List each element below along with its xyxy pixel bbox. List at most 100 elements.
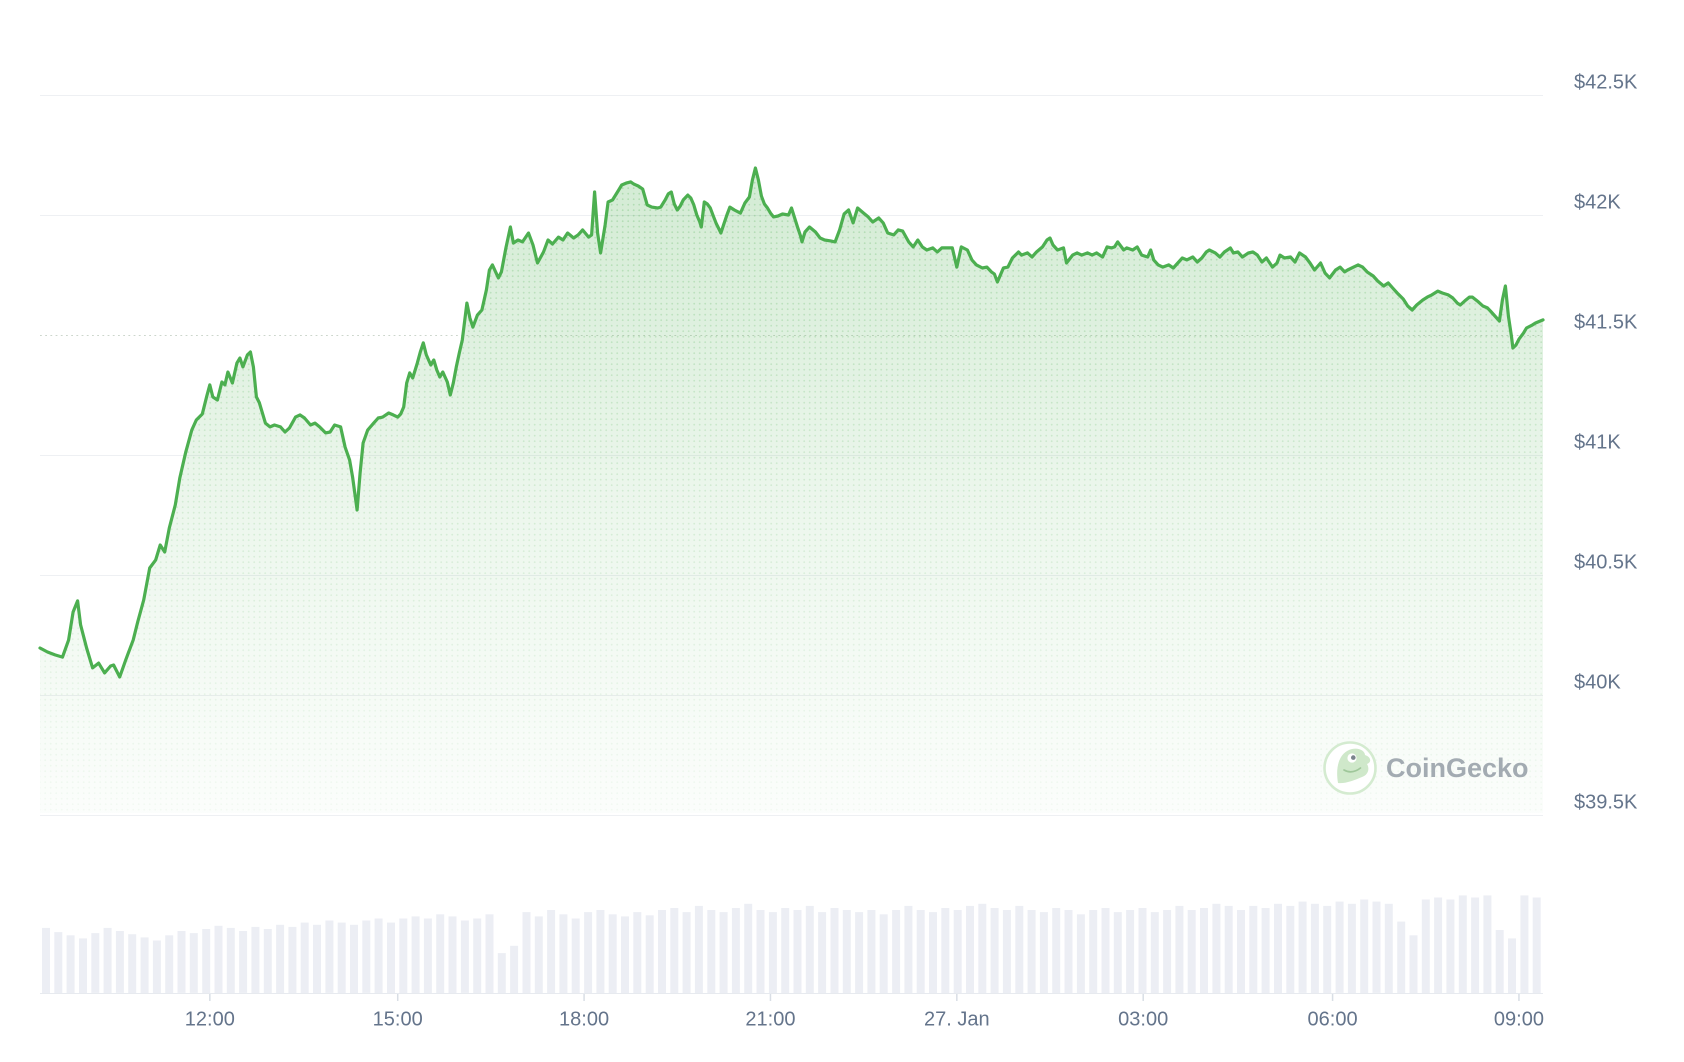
volume-bar <box>460 920 469 993</box>
volume-bar <box>337 922 346 993</box>
volume-bar <box>1409 935 1418 994</box>
volume-bar <box>929 912 937 993</box>
volume-bar <box>793 910 802 993</box>
volume-bar <box>66 935 75 994</box>
volume-bar <box>756 910 765 993</box>
volume-bar <box>842 910 851 993</box>
volume-bar <box>485 914 494 994</box>
volume-layer <box>42 895 1541 994</box>
volume-bar <box>584 912 593 993</box>
volume-bar <box>953 910 962 993</box>
volume-bar <box>547 910 556 993</box>
volume-bar <box>1076 914 1085 994</box>
volume-bar <box>1397 921 1406 993</box>
volume-bar <box>744 903 753 994</box>
volume-bar <box>1027 910 1036 993</box>
volume-bar <box>1286 905 1295 993</box>
x-axis-label: 27. Jan <box>924 1008 990 1030</box>
volume-bar <box>165 935 174 994</box>
volume-bar <box>1458 895 1467 994</box>
volume-bar <box>1421 899 1430 993</box>
volume-bar <box>1360 899 1369 993</box>
volume-bar <box>768 912 777 993</box>
volume-bar <box>115 931 124 993</box>
x-axis-label: 12:00 <box>185 1008 235 1030</box>
volume-bar <box>892 910 901 993</box>
y-axis-label: $39.5K <box>1574 791 1638 813</box>
volume-bar <box>510 945 519 994</box>
volume-bar <box>731 908 740 994</box>
volume-bar <box>1138 908 1147 994</box>
volume-bar <box>1200 908 1208 994</box>
volume-bar <box>818 912 827 993</box>
volume-bar <box>1471 897 1480 993</box>
volume-bar <box>436 914 445 994</box>
volume-bar <box>1495 930 1504 993</box>
volume-bar <box>781 908 790 994</box>
volume-bar <box>596 910 605 993</box>
watermark-label: CoinGecko <box>1386 753 1529 783</box>
volume-bar <box>300 922 309 993</box>
volume-bar <box>362 920 371 993</box>
volume-bar <box>633 912 642 993</box>
volume-bar <box>694 905 703 993</box>
volume-bar <box>189 933 198 993</box>
volume-bar <box>497 953 506 993</box>
volume-bar <box>473 918 482 993</box>
volume-bar <box>571 918 580 993</box>
volume-bar <box>608 914 617 994</box>
volume-bar <box>140 937 149 994</box>
volume-bar <box>1261 908 1270 994</box>
volume-bar <box>91 933 100 993</box>
volume-bar <box>288 926 297 994</box>
x-axis-label: 06:00 <box>1308 1008 1358 1030</box>
y-axis-label: $41.5K <box>1574 311 1638 333</box>
volume-bar <box>152 940 161 993</box>
volume-bar <box>658 910 666 993</box>
volume-bar <box>1101 908 1110 994</box>
volume-bar <box>399 918 408 993</box>
volume-bar <box>1212 903 1221 994</box>
coingecko-watermark: CoinGecko <box>1323 741 1529 795</box>
x-axis-label: 18:00 <box>559 1008 609 1030</box>
volume-bar <box>1150 912 1159 993</box>
price-area-texture <box>40 168 1543 813</box>
volume-bar <box>559 914 568 994</box>
volume-bar <box>202 929 211 993</box>
volume-bar <box>128 934 137 993</box>
volume-bar <box>621 916 629 993</box>
volume-bar <box>103 927 112 993</box>
volume-bar <box>916 910 925 993</box>
x-axis-label: 21:00 <box>745 1008 795 1030</box>
volume-bar <box>1372 901 1381 993</box>
volume-bar <box>79 938 87 993</box>
volume-bar <box>867 910 876 993</box>
volume-bar <box>682 912 691 993</box>
volume-bar <box>1335 901 1344 993</box>
volume-bar <box>1347 903 1356 994</box>
volume-bar <box>411 916 420 993</box>
volume-bar <box>670 908 679 994</box>
volume-bar <box>350 924 358 994</box>
volume-bar <box>645 915 654 993</box>
volume-bar <box>387 922 395 993</box>
volume-bar <box>879 914 888 994</box>
y-axis-label: $42K <box>1574 191 1621 213</box>
volume-bar <box>313 924 321 994</box>
volume-bar <box>42 927 50 993</box>
volume-bar <box>904 905 913 993</box>
price-line[interactable] <box>38 166 1545 679</box>
volume-bar <box>978 903 987 994</box>
volume-bar <box>1113 912 1122 993</box>
price-line-layer[interactable] <box>38 166 1545 679</box>
volume-bar <box>805 905 814 993</box>
volume-bar <box>1446 899 1455 993</box>
volume-bar <box>1089 910 1098 993</box>
volume-bar <box>177 931 186 993</box>
volume-bar <box>1310 903 1319 994</box>
volume-bar <box>263 929 272 993</box>
volume-bar <box>966 905 974 993</box>
volume-bar <box>1532 897 1541 993</box>
volume-bar <box>1064 910 1073 993</box>
